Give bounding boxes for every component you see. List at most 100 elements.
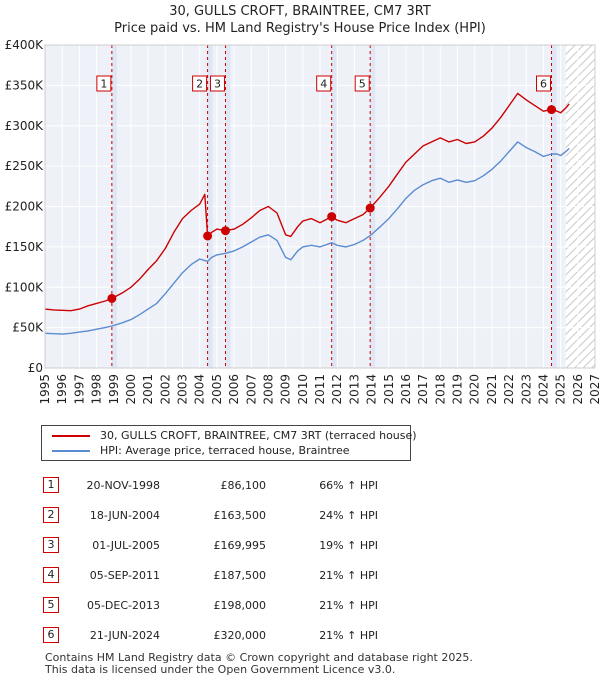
x-tick-label: 2014 — [365, 374, 379, 405]
sale-label-box — [354, 75, 370, 92]
x-tick-label: 2004 — [193, 374, 207, 405]
x-tick-label: 2024 — [536, 374, 550, 405]
sale-band — [207, 45, 213, 368]
y-tick-label: £200K — [5, 200, 45, 214]
sale-label-box — [536, 75, 552, 92]
sale-label-box — [96, 75, 112, 92]
axes: £0 £50K £100K £150K £200K £250K £300K £350K £400… — [5, 38, 600, 405]
series-lines — [44, 92, 570, 335]
x-tick-label: 2010 — [296, 374, 310, 405]
sale-hpi-diff: 21% ↑ HPI — [319, 629, 378, 642]
table-row: 3 01-JUL-2005 £169,995 19% ↑ HPI — [0, 534, 600, 554]
sale-band — [225, 45, 231, 368]
x-tick-label: 2002 — [158, 374, 172, 405]
table-row: 5 05-DEC-2013 £198,000 21% ↑ HPI — [0, 594, 600, 614]
x-tick-label: 2021 — [485, 374, 499, 405]
chart-title: 30, GULLS CROFT, BRAINTREE, CM7 3RT — [169, 4, 431, 19]
x-tick-label: 2006 — [227, 374, 241, 405]
table-row: 6 21-JUN-2024 £320,000 21% ↑ HPI — [0, 624, 600, 644]
sale-point — [107, 293, 117, 303]
x-tick-label: 1995 — [38, 374, 52, 405]
sale-point — [547, 105, 557, 115]
sale-number-badge: 3 — [43, 537, 59, 553]
sale-price: £320,000 — [213, 629, 267, 642]
sale-hpi-diff: 24% ↑ HPI — [319, 509, 378, 522]
sale-number-badge: 5 — [43, 597, 59, 613]
sale-date: 01-JUL-2005 — [92, 539, 160, 552]
x-tick-label: 1996 — [55, 374, 69, 405]
sale-point — [220, 226, 230, 236]
y-tick-label: £350K — [5, 78, 45, 92]
sale-label-box — [209, 75, 225, 92]
table-row: 4 05-SEP-2011 £187,500 21% ↑ HPI — [0, 564, 600, 584]
sale-hpi-diff: 66% ↑ HPI — [319, 479, 378, 492]
sale-date: 21-JUN-2024 — [89, 629, 160, 642]
sale-label-number: 5 — [359, 78, 366, 91]
x-tick-label: 2025 — [554, 374, 568, 405]
x-tick-label: 2020 — [468, 374, 482, 405]
x-tick-label: 2009 — [279, 374, 293, 405]
sale-number-badge: 1 — [43, 477, 59, 493]
footer: Contains HM Land Registry data © Crown c… — [45, 652, 473, 676]
x-tick-label: 2022 — [502, 374, 516, 405]
sale-band — [331, 45, 337, 368]
sale-band — [551, 45, 557, 368]
y-tick-label: £0 — [28, 361, 43, 375]
x-tick-label: 2008 — [261, 374, 275, 405]
sale-date: 05-DEC-2013 — [86, 599, 160, 612]
footer-licence: This data is licensed under the Open Gov… — [45, 663, 396, 676]
x-tick-label: 2005 — [210, 374, 224, 405]
x-tick-label: 2011 — [313, 374, 327, 405]
sale-date: 18-JUN-2004 — [89, 509, 160, 522]
x-tick-label: 2013 — [347, 374, 361, 405]
y-tick-label: £50K — [12, 321, 44, 335]
sale-band — [111, 45, 117, 368]
y-tick-label: £100K — [5, 280, 45, 294]
sale-label-box — [192, 75, 208, 92]
sale-label-number: 3 — [214, 78, 221, 91]
x-tick-label: 2000 — [124, 374, 138, 405]
sale-hpi-diff: 19% ↑ HPI — [319, 539, 378, 552]
property-price-line — [44, 92, 570, 312]
x-tick-label: 2026 — [571, 374, 585, 405]
sale-number-badge: 2 — [43, 507, 59, 523]
x-tick-label: 2007 — [244, 374, 258, 405]
y-tick-label: £400K — [5, 38, 45, 52]
chart-subtitle: Price paid vs. HM Land Registry's House … — [114, 21, 486, 36]
grid — [44, 44, 596, 369]
x-tick-label: 1998 — [90, 374, 104, 405]
x-tick-label: 2012 — [330, 374, 344, 405]
x-tick-label: 2018 — [433, 374, 447, 405]
table-row: 1 20-NOV-1998 £86,100 66% ↑ HPI — [0, 474, 600, 494]
x-tick-label: 2019 — [451, 374, 465, 405]
sale-label-number: 2 — [196, 78, 203, 91]
sale-label-number: 4 — [320, 78, 327, 91]
x-tick-label: 2015 — [382, 374, 396, 405]
sale-price: £163,500 — [213, 509, 267, 522]
sale-hpi-diff: 21% ↑ HPI — [319, 599, 378, 612]
x-tick-label: 2017 — [416, 374, 430, 405]
sale-hpi-diff: 21% ↑ HPI — [319, 569, 378, 582]
legend: 30, GULLS CROFT, BRAINTREE, CM7 3RT (ter… — [41, 425, 417, 461]
sale-number-badge: 4 — [43, 567, 59, 583]
sale-point — [327, 212, 337, 222]
legend-swatch-property — [52, 435, 90, 437]
sale-point — [203, 231, 213, 241]
sale-date: 20-NOV-1998 — [86, 479, 160, 492]
y-tick-label: £300K — [5, 119, 45, 133]
sale-label-box — [316, 75, 332, 92]
table-row: 2 18-JUN-2004 £163,500 24% ↑ HPI — [0, 504, 600, 524]
sale-price: £198,000 — [213, 599, 267, 612]
x-tick-label: 2023 — [519, 374, 533, 405]
chart-title-block: 30, GULLS CROFT, BRAINTREE, CM7 3RT Pric… — [0, 3, 600, 37]
sale-label-number: 1 — [100, 78, 107, 91]
sale-date: 05-SEP-2011 — [89, 569, 160, 582]
x-tick-label: 2016 — [399, 374, 413, 405]
legend-label-property: 30, GULLS CROFT, BRAINTREE, CM7 3RT (ter… — [100, 429, 417, 442]
legend-swatch-hpi — [52, 450, 90, 452]
sale-price: £86,100 — [220, 479, 267, 492]
y-tick-label: £150K — [5, 240, 45, 254]
x-tick-label: 2001 — [141, 374, 155, 405]
sale-point — [365, 203, 375, 213]
